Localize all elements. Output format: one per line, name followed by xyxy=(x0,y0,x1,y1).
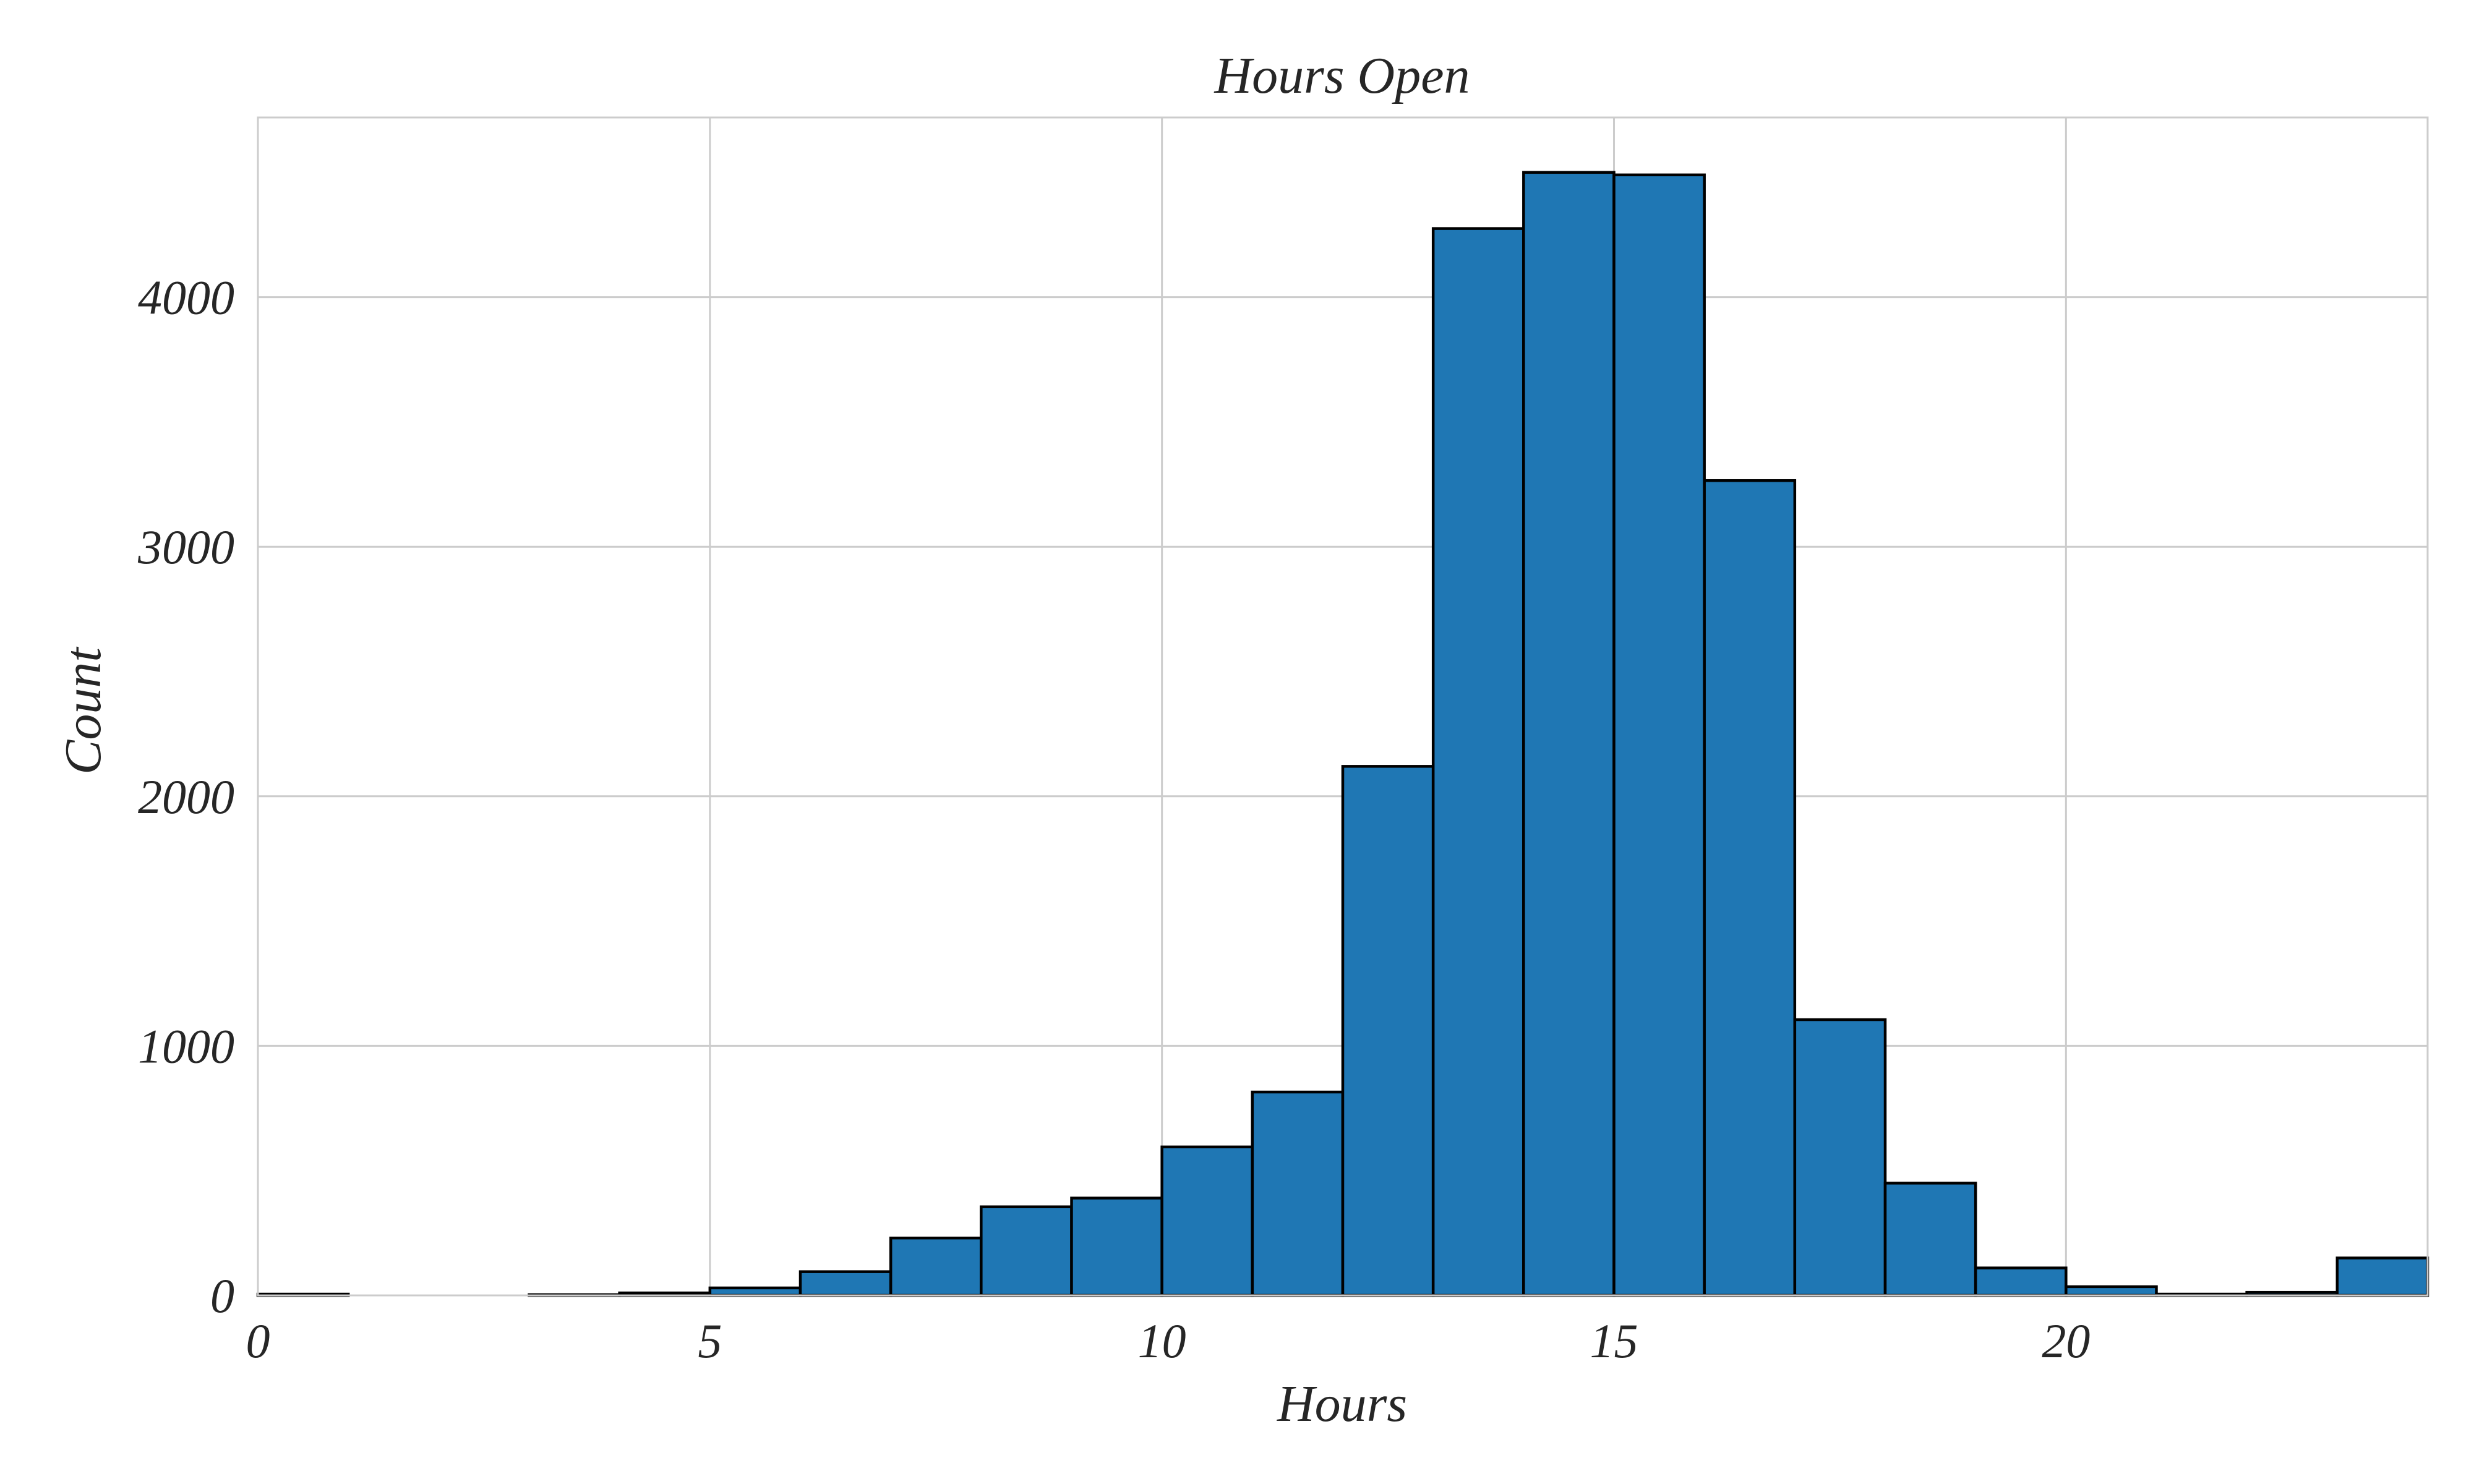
chart-title: Hours Open xyxy=(1214,47,1470,104)
histogram-bar xyxy=(980,1205,1073,1297)
histogram-bar xyxy=(1160,1145,1254,1297)
histogram-bar xyxy=(1974,1266,2068,1297)
histogram-bar xyxy=(1612,173,1706,1297)
histogram-bar xyxy=(1793,1018,1887,1297)
x-tick-label: 5 xyxy=(698,1314,722,1368)
histogram-bar xyxy=(1703,479,1797,1297)
y-tick-label: 2000 xyxy=(138,770,234,824)
y-tick-label: 3000 xyxy=(137,520,234,574)
histogram-bar xyxy=(889,1236,983,1297)
plot-frame xyxy=(257,116,2429,1297)
y-axis-label: Count xyxy=(54,646,112,775)
x-tick-label: 0 xyxy=(246,1314,270,1368)
histogram-bar xyxy=(2335,1256,2429,1297)
x-tick-label: 15 xyxy=(1590,1314,1638,1368)
y-tick-label: 0 xyxy=(210,1269,234,1323)
y-tick-label: 1000 xyxy=(138,1019,234,1073)
histogram-bar xyxy=(1883,1182,1977,1297)
histogram-bar xyxy=(1522,171,1616,1297)
histogram-bar xyxy=(798,1270,892,1297)
histogram-bar xyxy=(1341,765,1435,1297)
histogram-bar xyxy=(708,1286,802,1297)
histogram-bar xyxy=(2065,1285,2158,1297)
histogram-bar xyxy=(1251,1090,1345,1297)
tick-labels: 0 5 10 15 20 0 1000 2000 3000 4000 xyxy=(137,271,2090,1368)
y-tick-label: 4000 xyxy=(138,271,234,325)
histogram-bar xyxy=(1070,1196,1163,1297)
x-axis-label: Hours xyxy=(1277,1375,1407,1433)
x-tick-label: 10 xyxy=(1138,1314,1186,1368)
x-tick-label: 20 xyxy=(2042,1314,2090,1368)
bars xyxy=(256,171,2429,1297)
histogram-bar xyxy=(1431,227,1525,1297)
